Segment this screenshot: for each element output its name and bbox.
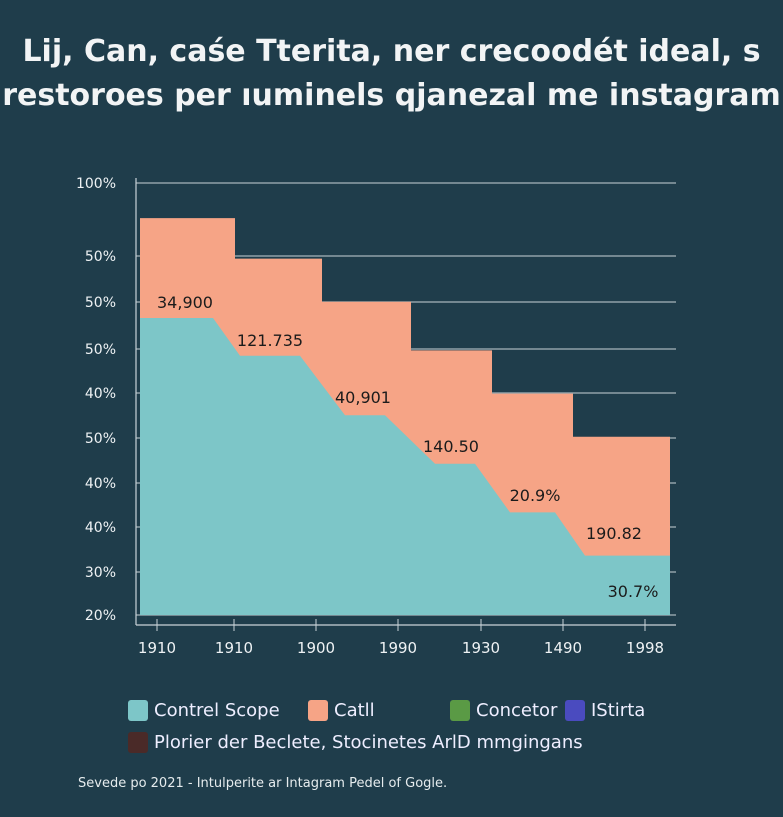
- legend-label: Concetor: [476, 700, 558, 721]
- y-tick-label: 20%: [85, 608, 116, 624]
- footer-source: Sevede po 2021 - Intulperite ar Intagram…: [78, 776, 448, 791]
- data-label: 121.735: [237, 331, 303, 350]
- y-tick-label: 40%: [85, 386, 116, 402]
- y-tick-label: 100%: [76, 176, 116, 192]
- data-label: 140.50: [423, 437, 479, 456]
- legend-swatch: [565, 700, 585, 721]
- legend-swatch: [308, 700, 328, 721]
- y-tick-label: 50%: [85, 295, 116, 311]
- x-tick-label: 1998: [626, 639, 664, 657]
- y-tick-label: 40%: [85, 476, 116, 492]
- x-tick-label: 1930: [462, 639, 500, 657]
- legend-item-plorier: Plorier der Beclete, Stocinetes ArlD mmg…: [128, 732, 583, 753]
- legend-swatch: [128, 732, 148, 753]
- legend-label: Plorier der Beclete, Stocinetes ArlD mmg…: [154, 732, 583, 753]
- series-contrel-scope-area: [140, 318, 670, 615]
- data-label: 40,901: [335, 388, 391, 407]
- legend-item-catll: Catll: [308, 700, 375, 721]
- legend-label: IStirta: [591, 700, 646, 721]
- y-tick-label: 50%: [85, 431, 116, 447]
- legend-swatch: [450, 700, 470, 721]
- chart-title: Lij, Can, caśe Tterita, ner crecoodét id…: [2, 34, 781, 113]
- x-tick-label: 1910: [215, 639, 253, 657]
- legend-label: Contrel Scope: [154, 700, 280, 721]
- x-tick-label: 1990: [379, 639, 417, 657]
- data-label: 34,900: [157, 293, 213, 312]
- y-tick-label: 50%: [85, 342, 116, 358]
- x-tick-label: 1490: [544, 639, 582, 657]
- x-tick-label: 1910: [138, 639, 176, 657]
- data-label: 30.7%: [608, 582, 659, 601]
- legend-item-contrel-scope: Contrel Scope: [128, 700, 280, 721]
- data-label: 20.9%: [510, 486, 561, 505]
- x-tick-label: 1900: [297, 639, 335, 657]
- legend-swatch: [128, 700, 148, 721]
- legend-item-concetor: Concetor: [450, 700, 557, 721]
- y-tick-label: 30%: [85, 565, 116, 581]
- legend-label: Catll: [334, 700, 375, 721]
- y-tick-label: 50%: [85, 249, 116, 265]
- data-label: 190.82: [586, 524, 642, 543]
- y-tick-label: 40%: [85, 520, 116, 536]
- legend-item-istirta: IStirta: [565, 700, 645, 721]
